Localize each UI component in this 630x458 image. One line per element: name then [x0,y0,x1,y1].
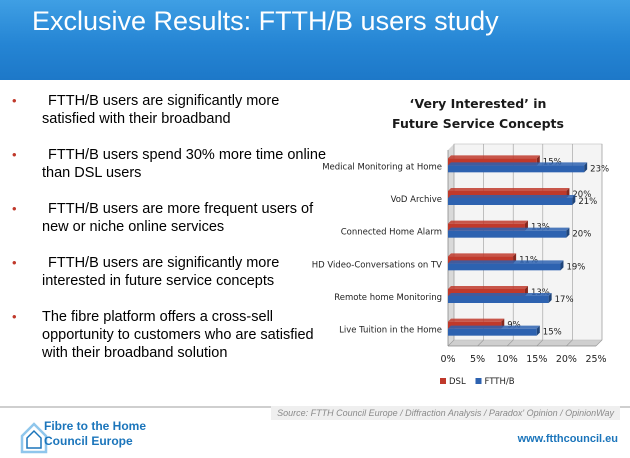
data-label: 17% [555,295,574,305]
category-label: Connected Home Alarm [341,228,442,238]
bar-top-face [448,325,540,329]
data-label: 15% [543,328,562,338]
category-label: Remote home Monitoring [334,293,442,303]
chart-floor [448,340,602,346]
bullet-marker: • [12,147,17,162]
slide-header: Exclusive Results: FTTH/B users study [0,0,630,80]
chart-title-line2: Future Service Concepts [392,116,564,131]
slide-title: Exclusive Results: FTTH/B users study [32,6,499,36]
bar-top-face [448,162,588,166]
logo-text-line2: Council Europe [44,434,133,448]
bar-top-face [448,260,564,264]
bar-ftth-b [448,263,561,271]
bullet-text: FTTH/B users spend 30% more time online … [42,147,327,181]
x-tick-label: 10% [497,354,518,365]
data-label: 20% [572,230,591,240]
logo-text-line1: Fibre to the Home [44,419,147,433]
bar-dsl [448,191,567,198]
bar-ftth-b [448,328,537,336]
legend-swatch [440,378,446,384]
category-label: Live Tuition in the Home [339,326,442,336]
bar-top-face [448,227,570,231]
chart-title-line1: ‘Very Interested’ in [409,96,547,111]
bullet-marker: • [12,309,17,324]
category-label: HD Video-Conversations on TV [312,260,442,270]
bullet-text: The fibre platform offers a cross-sell o… [42,309,314,361]
bullet-item: • FTTH/B users are significantly more sat… [8,92,328,128]
data-label: 20% [572,190,591,200]
bar-end-face [560,260,564,271]
bullet-item: • FTTH/B users spend 30% more time online… [8,146,328,182]
data-label: 19% [566,262,585,272]
bar-ftth-b [448,230,567,238]
legend-label: FTTH/B [485,377,515,387]
bullet-list: • FTTH/B users are significantly more sat… [8,92,328,380]
bar-top-face [448,293,552,296]
bar-dsl [448,256,514,264]
gridline-floor [566,339,573,347]
bullet-item: • FTTH/B users are significantly more int… [8,254,328,290]
chart-side-wall [448,144,454,346]
bar-top-face [448,195,576,198]
x-tick-label: 20% [556,354,577,365]
bullet-text: FTTH/B users are more frequent users of … [42,201,314,235]
x-tick-label: 0% [440,354,455,365]
bullet-marker: • [12,93,17,108]
bar-top-face [448,318,505,322]
bar-dsl [448,158,537,166]
bar-end-face [548,293,552,303]
bar-dsl [448,289,525,296]
bar-ftth-b [448,198,573,205]
chart-title: ‘Very Interested’ in Future Service Conc… [378,94,578,134]
gridline-floor [536,339,544,347]
data-label: 23% [590,164,609,174]
bullet-item: • The fibre platform offers a cross-sell … [8,308,328,362]
bar-top-face [448,286,528,289]
bar-ftth-b [448,165,585,173]
x-tick-label: 25% [585,354,606,365]
bar-top-face [448,253,517,257]
legend-swatch [475,378,482,384]
gridline-floor [595,339,603,347]
bar-end-face [536,325,540,336]
bar-top-face [448,220,528,224]
bar-dsl [448,321,502,329]
x-tick-label: 15% [526,354,547,365]
gridline-floor [447,339,455,347]
bar-end-face [584,162,588,173]
source-note: Source: FTTH Council Europe / Diffractio… [271,406,620,420]
data-label: 21% [578,197,597,207]
gridline-floor [506,339,514,347]
x-tick-label: 5% [470,354,485,365]
website-link[interactable]: www.ftthcouncil.eu [517,433,618,445]
bullet-marker: • [12,255,17,270]
bar-end-face [566,227,570,238]
legend-label: DSL [449,377,466,387]
bar-end-face [572,195,576,205]
bar-top-face [448,155,540,159]
category-label: Medical Monitoring at Home [322,162,442,172]
gridline-floor [477,339,484,347]
house-logo-icon [20,422,48,454]
bullet-marker: • [12,201,17,216]
category-label: VoD Archive [391,195,442,205]
bar-ftth-b [448,296,549,303]
bullet-text: FTTH/B users are significantly more sati… [42,93,280,127]
bar-dsl [448,223,525,231]
bullet-text: FTTH/B users are significantly more inte… [42,255,280,289]
chart-back-wall [453,143,603,341]
bar-top-face [448,188,570,191]
bullet-item: • FTTH/B users are more frequent users of… [8,200,328,236]
